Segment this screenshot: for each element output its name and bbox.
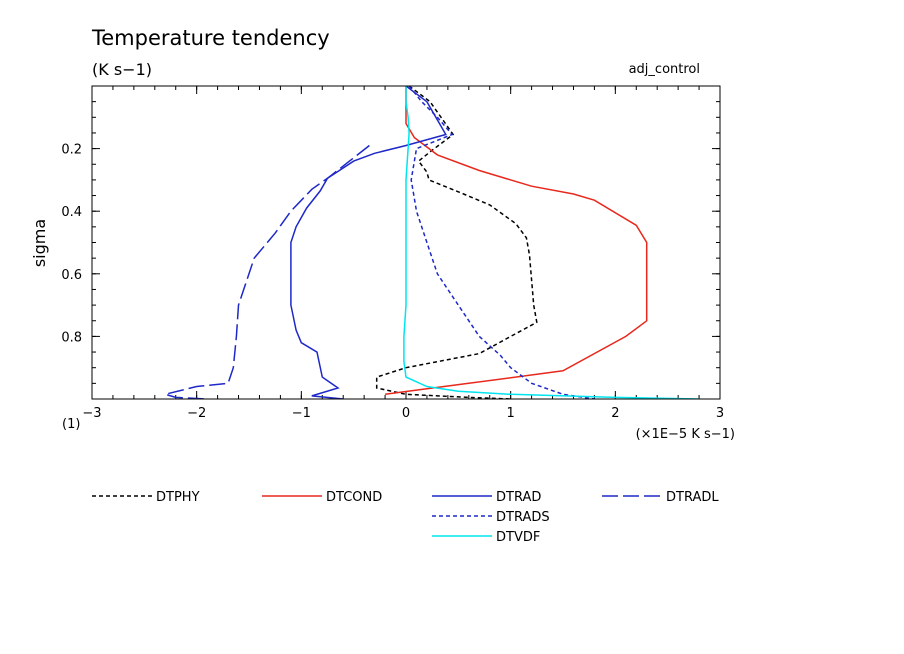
x-tick-label: −2 xyxy=(187,406,206,421)
legend-label-dtrad: DTRAD xyxy=(496,490,541,505)
x-tick-label: 3 xyxy=(716,406,724,421)
legend-label-dtcond: DTCOND xyxy=(326,490,382,505)
legend-label-dtvdf: DTVDF xyxy=(496,530,540,545)
legend-label-dtradl: DTRADL xyxy=(666,490,719,505)
y-tick-label: 0.8 xyxy=(61,330,82,345)
legend: DTPHY DTCOND DTRAD DTRADL DTRADS DTVDF xyxy=(92,490,719,545)
x-axis-label: (×1E−5 K s−1) xyxy=(636,427,735,442)
x-tick-label: −3 xyxy=(82,406,101,421)
series-dtphy xyxy=(375,86,538,399)
x-tick-label: 1 xyxy=(507,406,515,421)
panel-label: (1) xyxy=(62,417,80,432)
x-tick-label: 2 xyxy=(611,406,619,421)
y-tick-label: 0.2 xyxy=(61,143,82,158)
axis-ticks: −3 −2 −1 0 1 2 3 0.2 0.4 0.6 0.8 xyxy=(61,86,724,421)
y-tick-label: 0.6 xyxy=(61,268,82,283)
series-lines xyxy=(162,86,700,399)
series-dtradl xyxy=(162,144,370,399)
legend-label-dtphy: DTPHY xyxy=(156,490,200,505)
y-tick-label: 0.4 xyxy=(61,205,82,220)
plot-frame xyxy=(91,85,721,400)
chart-units-label: (K s−1) xyxy=(92,60,152,79)
series-dtcond xyxy=(385,86,648,396)
legend-label-dtrads: DTRADS xyxy=(496,510,550,525)
series-dtvdf xyxy=(403,86,700,399)
run-label: adj_control xyxy=(629,62,700,77)
y-axis-label: sigma xyxy=(30,219,49,267)
series-dtrad xyxy=(290,86,447,399)
chart-title: Temperature tendency xyxy=(91,26,330,50)
x-tick-label: 0 xyxy=(402,406,410,421)
x-tick-label: −1 xyxy=(292,406,311,421)
series-dtrads xyxy=(408,86,595,399)
